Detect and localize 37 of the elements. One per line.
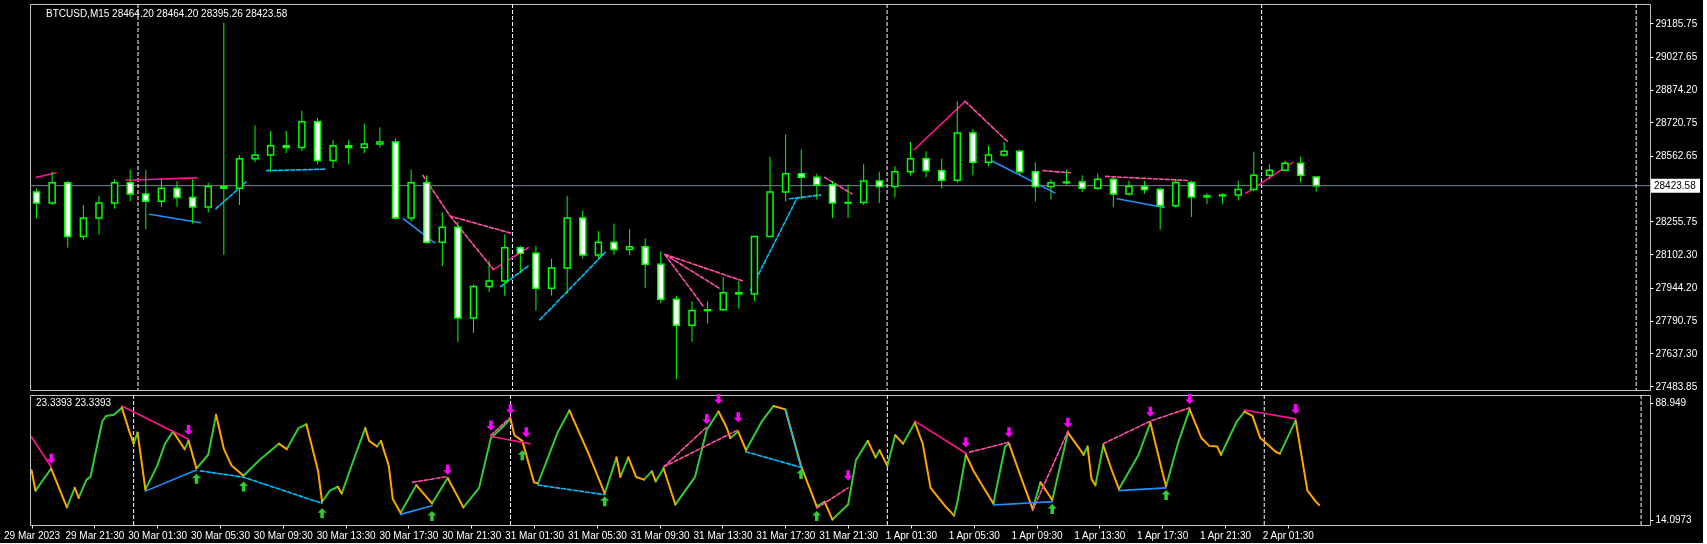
chart-title: BTCUSD,M15 28464.20 28464.20 28395.26 28423.58 [46,8,288,19]
x-tick-label: 1 Apr 09:30 [1011,529,1064,541]
y-tick-label: 88.949 [1655,397,1687,409]
x-tick-label: 29 Mar 2023 [3,529,61,541]
y-tick-label: 28562.65 [1655,150,1698,162]
y-tick-label: 14.0973 [1655,514,1693,526]
y-tick-label: 29185.75 [1655,17,1698,29]
x-tick-label: 30 Mar 13:30 [316,529,377,541]
y-tick-label: 28102.30 [1655,248,1698,260]
x-tick-label: 31 Mar 21:30 [819,529,879,541]
y-tick-label: 27790.75 [1655,315,1698,327]
x-tick-label: 30 Mar 21:30 [442,529,502,541]
x-tick-label: 30 Mar 09:30 [253,529,314,541]
x-tick-label: 31 Mar 01:30 [505,529,565,541]
y-tick-label: 27944.20 [1655,282,1698,294]
x-tick-label: 31 Mar 17:30 [756,529,816,541]
x-tick-label: 30 Mar 05:30 [191,529,251,541]
y-tick-label: 28720.75 [1655,116,1698,128]
x-tick-label: 1 Apr 01:30 [885,529,938,541]
y-tick-label: 27483.85 [1655,380,1698,392]
x-tick-label: 2 Apr 01:30 [1262,529,1315,541]
x-tick-label: 31 Mar 05:30 [567,529,628,541]
x-tick-label: 1 Apr 17:30 [1137,529,1189,541]
y-tick-label: 28874.20 [1655,84,1698,96]
ref-line-label: 28423.58 [1654,179,1697,191]
x-tick-label: 30 Mar 01:30 [128,529,188,541]
y-tick-label: 28255.75 [1655,215,1698,227]
chart-title: 23.3393 23.3393 [36,397,112,408]
x-tick-label: 31 Mar 13:30 [693,529,753,541]
x-tick-label: 31 Mar 09:30 [630,529,691,541]
x-tick-label: 1 Apr 21:30 [1199,529,1252,541]
x-tick-label: 30 Mar 17:30 [379,529,439,541]
y-tick-label: 29027.65 [1655,51,1698,63]
x-tick-label: 1 Apr 13:30 [1074,529,1126,541]
x-tick-label: 1 Apr 05:30 [948,529,1001,541]
y-tick-label: 27637.30 [1655,347,1698,359]
x-tick-label: 29 Mar 21:30 [65,529,125,541]
